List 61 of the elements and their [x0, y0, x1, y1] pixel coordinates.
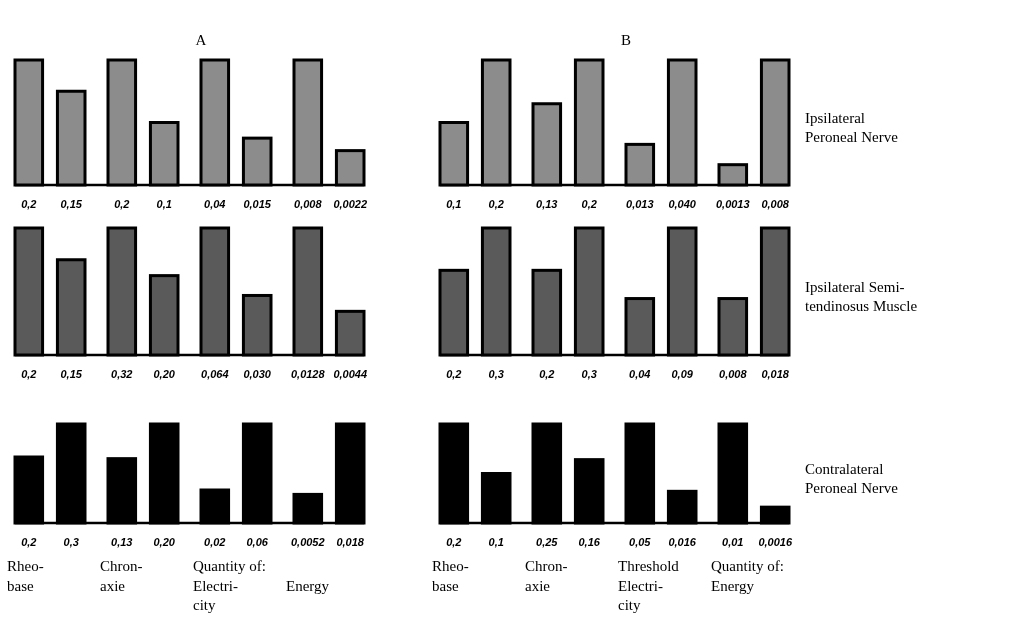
data-label: 0,13 — [536, 198, 558, 210]
data-label: 0,016 — [668, 536, 697, 548]
data-label: 0,16 — [578, 536, 601, 548]
y2-axis-title: Ipsilateral Peroneal Nerve — [805, 109, 899, 145]
chart-title: B — [620, 32, 632, 48]
data-label: 0,09 — [671, 368, 694, 380]
y2-axis-title: Contralateral Peroneal Nerve — [805, 460, 899, 496]
data-label: 0,32 — [111, 368, 133, 380]
data-label: 0,015 — [243, 198, 272, 210]
data-label: 0,008 — [761, 198, 790, 210]
data-label: 0,15 — [60, 198, 83, 210]
text: Energy — [286, 577, 330, 594]
text: Quantity of: Energy — [711, 558, 784, 594]
data-label: 0,3 — [581, 368, 597, 380]
data-label: 0,02 — [204, 536, 226, 548]
data-label: 0,2 — [446, 536, 462, 548]
data-label: 0,0013 — [715, 198, 750, 210]
data-label: 0,2 — [581, 198, 597, 210]
data-label: 0,13 — [111, 536, 133, 548]
data-label: 0,1 — [446, 198, 462, 210]
data-label: 0,20 — [153, 368, 176, 380]
data-label: 0,2 — [539, 368, 555, 380]
data-label: 0,20 — [153, 536, 176, 548]
data-label: 0,15 — [60, 368, 83, 380]
data-label: 0,2 — [446, 368, 462, 380]
data-label: 0,0052 — [290, 536, 325, 548]
data-label: 0,04 — [629, 368, 651, 380]
data-label: 0,1 — [488, 536, 504, 548]
data-label: 0,2 — [21, 368, 37, 380]
data-label: 0,05 — [629, 536, 652, 548]
text: Threshold Electri- city — [618, 558, 680, 613]
data-label: 0,013 — [626, 198, 654, 210]
data-label: 0,0016 — [758, 536, 793, 548]
data-label: 0,0022 — [333, 198, 368, 210]
data-label: 0,01 — [722, 536, 744, 548]
data-label: 0,04 — [204, 198, 226, 210]
text: Rheo- base — [432, 558, 469, 594]
data-label: 0,030 — [243, 368, 272, 380]
chart-title: A — [195, 32, 207, 48]
data-label: 0,3 — [63, 536, 79, 548]
data-label: 0,008 — [719, 368, 748, 380]
text: Chron- axie — [100, 558, 143, 594]
y2-axis-title: Ipsilateral Semi- tendinosus Muscle — [805, 278, 918, 314]
data-label: 0,2 — [21, 198, 37, 210]
data-label: 0,2 — [488, 198, 504, 210]
text: Quantity of: Electri- city — [193, 558, 266, 613]
data-label: 0,0044 — [333, 368, 368, 380]
text: Rheo- base — [7, 558, 44, 594]
data-label: 0,040 — [668, 198, 697, 210]
data-label: 0,008 — [294, 198, 323, 210]
data-label: 0,064 — [201, 368, 229, 380]
data-label: 0,2 — [114, 198, 130, 210]
text: Chron- axie — [525, 558, 568, 594]
data-label: 0,2 — [21, 536, 37, 548]
data-label: 0,06 — [246, 536, 269, 548]
data-label: 0,1 — [156, 198, 172, 210]
data-label: 0,25 — [536, 536, 559, 548]
data-label: 0,018 — [336, 536, 365, 548]
data-label: 0,0128 — [290, 368, 326, 380]
data-label: 0,3 — [488, 368, 504, 380]
data-label: 0,018 — [761, 368, 790, 380]
